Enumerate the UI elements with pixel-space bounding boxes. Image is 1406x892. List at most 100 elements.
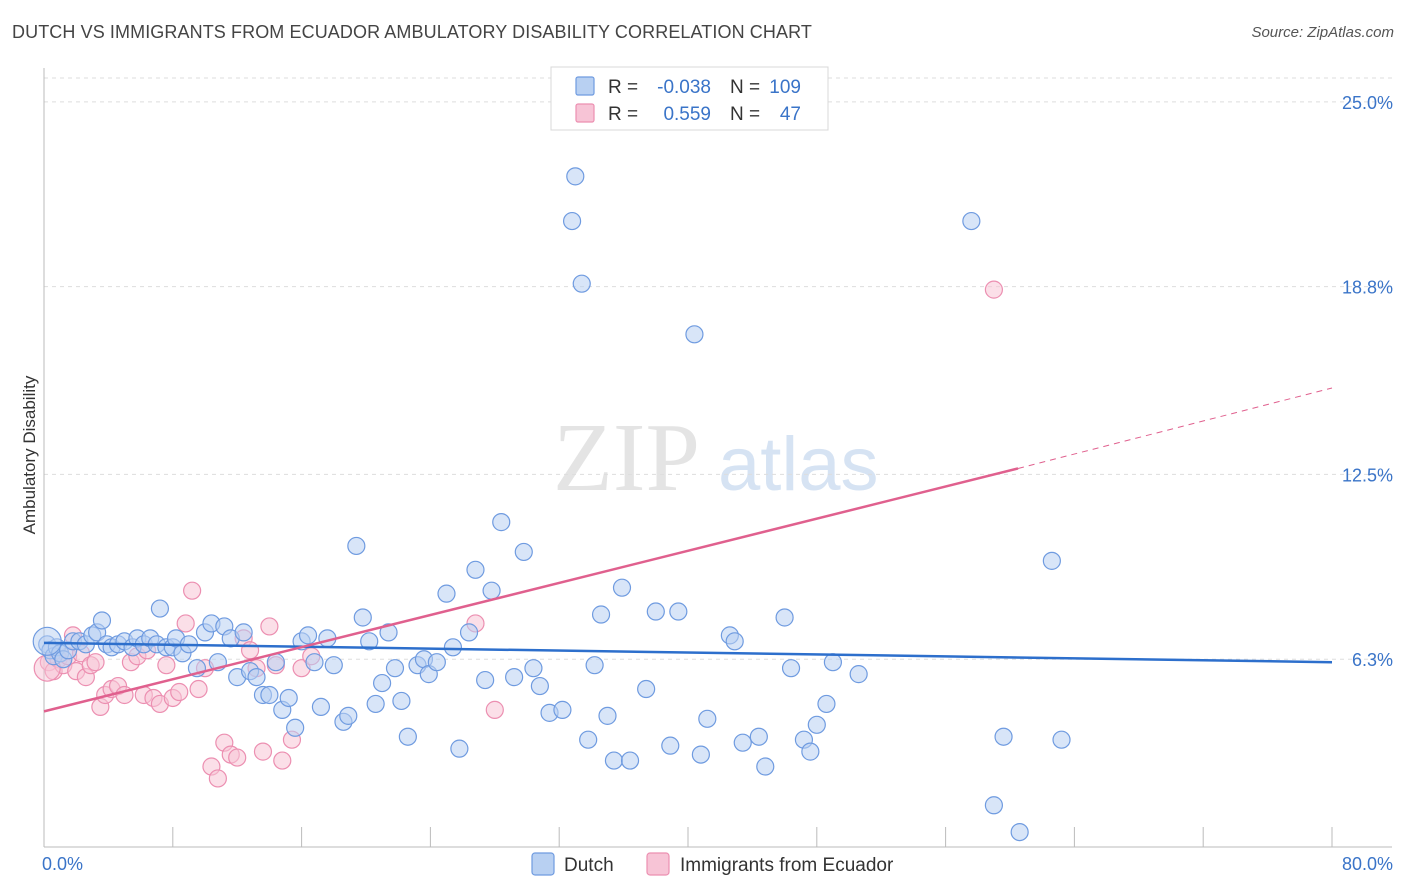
y-tick-labels: 6.3% 12.5% 18.8% 25.0%	[1342, 93, 1393, 670]
dutch-point	[562, 211, 582, 231]
dutch-point	[669, 602, 688, 621]
y-tick-label: 18.8%	[1342, 278, 1393, 298]
legend-r-label-ecuador: R =	[608, 104, 638, 125]
dutch-point	[514, 542, 533, 562]
dutch-point	[379, 623, 398, 642]
legend-r-value-ecuador: 0.559	[663, 104, 711, 125]
legend-n-label-ecuador: N =	[730, 104, 760, 125]
ecuador-point	[253, 742, 273, 761]
ecuador-point	[176, 614, 195, 633]
legend-bottom-label-ecuador: Immigrants from Ecuador	[680, 855, 894, 876]
dutch-point	[749, 727, 768, 746]
chart-title: DUTCH VS IMMIGRANTS FROM ECUADOR AMBULAT…	[12, 22, 812, 42]
ecuador-point	[273, 751, 292, 770]
ecuador-point	[183, 581, 202, 600]
legend-bottom-label-dutch: Dutch	[564, 855, 614, 876]
ecuador-point	[189, 679, 208, 699]
dutch-point	[725, 632, 744, 651]
x-tick-label-min: 0.0%	[42, 854, 83, 874]
y-tick-label: 12.5%	[1342, 465, 1393, 485]
dutch-point	[530, 676, 549, 696]
ecuador-point	[240, 641, 260, 660]
dutch-point	[807, 715, 826, 734]
ecuador-point	[86, 653, 105, 672]
dutch-point	[466, 560, 485, 579]
dutch-point	[524, 659, 543, 678]
dutch-point	[691, 745, 710, 764]
dutch-point	[1010, 822, 1029, 842]
ecuador-trend-line	[43, 467, 1019, 713]
legend-swatch-ecuador	[575, 103, 595, 123]
legend-n-label-dutch: N =	[730, 77, 760, 98]
ecuador-point	[208, 769, 227, 788]
legend-n-value-dutch: 109	[769, 77, 801, 98]
dutch-point	[385, 659, 405, 678]
dutch-point	[733, 733, 752, 752]
legend-bottom-swatch-dutch	[531, 852, 555, 876]
legend-r-label-dutch: R =	[608, 77, 638, 98]
dutch-point	[637, 679, 656, 699]
dutch-point	[801, 742, 820, 761]
legend-correlation: R = -0.038 N = 109 R = 0.559 N = 47	[550, 66, 829, 131]
x-tick-label-max: 80.0%	[1342, 854, 1393, 874]
ecuador-point	[984, 280, 1004, 299]
axes	[43, 68, 1392, 848]
dutch-point	[604, 751, 624, 770]
dutch-point	[984, 796, 1004, 815]
dutch-point	[260, 685, 279, 705]
source-credit: Source: ZipAtlas.com	[1251, 24, 1394, 41]
dutch-point	[339, 706, 358, 725]
dutch-point	[505, 668, 524, 687]
dutch-point	[437, 584, 456, 603]
x-tick-labels: 0.0% 80.0%	[42, 854, 1393, 874]
dutch-point	[566, 167, 585, 186]
ecuador-point	[157, 656, 176, 675]
dutch-point	[353, 608, 372, 627]
dutch-point	[373, 673, 392, 693]
dutch-point	[298, 626, 318, 645]
dutch-point	[598, 706, 617, 725]
ecuador-point	[260, 617, 279, 636]
ecuador-point	[228, 748, 247, 767]
ecuador-point	[485, 700, 504, 719]
dutch-point	[398, 727, 417, 746]
y-axis-label: Ambulatory Disability	[20, 375, 39, 534]
watermark-atlas: atlas	[718, 422, 879, 507]
dutch-point	[781, 659, 801, 678]
dutch-point	[823, 653, 843, 672]
y-tick-label: 6.3%	[1352, 650, 1393, 670]
legend-box	[550, 66, 829, 131]
dutch-point	[482, 581, 501, 600]
dutch-point	[279, 688, 298, 708]
dutch-point	[347, 536, 366, 556]
ecuador-points	[33, 280, 1004, 788]
dutch-point	[32, 626, 62, 656]
dutch-point	[443, 638, 463, 657]
ecuador-point	[170, 682, 189, 702]
dutch-point	[585, 656, 604, 675]
dutch-point	[685, 325, 704, 344]
dutch-point	[646, 602, 665, 621]
watermark-zip: ZIP	[553, 404, 700, 512]
dutch-point	[1052, 730, 1071, 749]
dutch-point	[591, 605, 611, 624]
grid-lines	[44, 77, 1392, 660]
dutch-points	[32, 167, 1071, 842]
dutch-point	[311, 697, 331, 717]
dutch-point	[324, 656, 343, 675]
dutch-point	[962, 211, 981, 231]
legend-swatch-dutch	[575, 76, 595, 96]
dutch-point	[775, 608, 794, 627]
dutch-point	[579, 730, 598, 749]
dutch-point	[450, 739, 469, 758]
dutch-point	[476, 670, 495, 690]
ecuador-trend-extension	[1017, 387, 1333, 469]
dutch-trend-line	[43, 641, 1333, 664]
trend-lines	[43, 387, 1333, 713]
dutch-point	[756, 757, 775, 776]
dutch-point	[360, 632, 379, 651]
dutch-point	[392, 691, 411, 711]
dutch-point	[849, 665, 868, 684]
dutch-point	[698, 709, 717, 728]
dutch-point	[817, 694, 836, 714]
